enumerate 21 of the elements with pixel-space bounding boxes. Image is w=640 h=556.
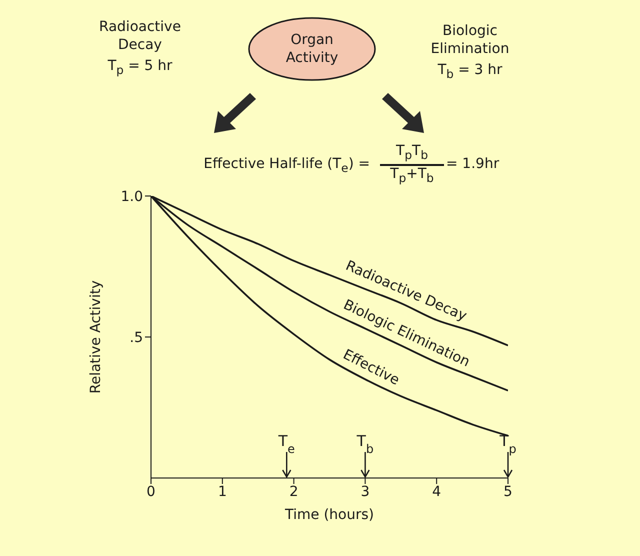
x-tick-label: 0 <box>146 484 156 500</box>
text: Radioactive Decay <box>98 18 182 54</box>
text: T$_{p}$ = 5 hr <box>106 58 174 77</box>
x-tick-label: 4 <box>432 484 442 500</box>
x-axis-title: Time (hours) <box>284 507 374 523</box>
x-tick-label: 5 <box>504 484 512 500</box>
text: T$_{p}$T$_{b}$ <box>396 143 428 162</box>
text: T$_{b}$ = 3 hr <box>436 62 504 81</box>
text: Organ Activity <box>284 31 340 67</box>
text: Biologic Elimination <box>430 22 510 58</box>
text: T$_{p}$+T$_{b}$ <box>390 166 434 185</box>
text: = 1.9hr <box>446 156 500 172</box>
x-tick-label: 2 <box>289 484 298 500</box>
ref-line-label: T$_{e}$ <box>277 432 295 456</box>
ref-line-label: T$_{b}$ <box>356 432 374 456</box>
x-tick-label: 3 <box>360 484 370 500</box>
y-axis-title: Relative Activity <box>88 280 104 394</box>
y-tick-label: .5 <box>130 330 143 346</box>
y-tick-label: 1.0 <box>120 188 143 205</box>
x-tick-label: 1 <box>218 484 227 500</box>
text: Effective Half-life (T$_{e}$) = <box>202 156 370 175</box>
